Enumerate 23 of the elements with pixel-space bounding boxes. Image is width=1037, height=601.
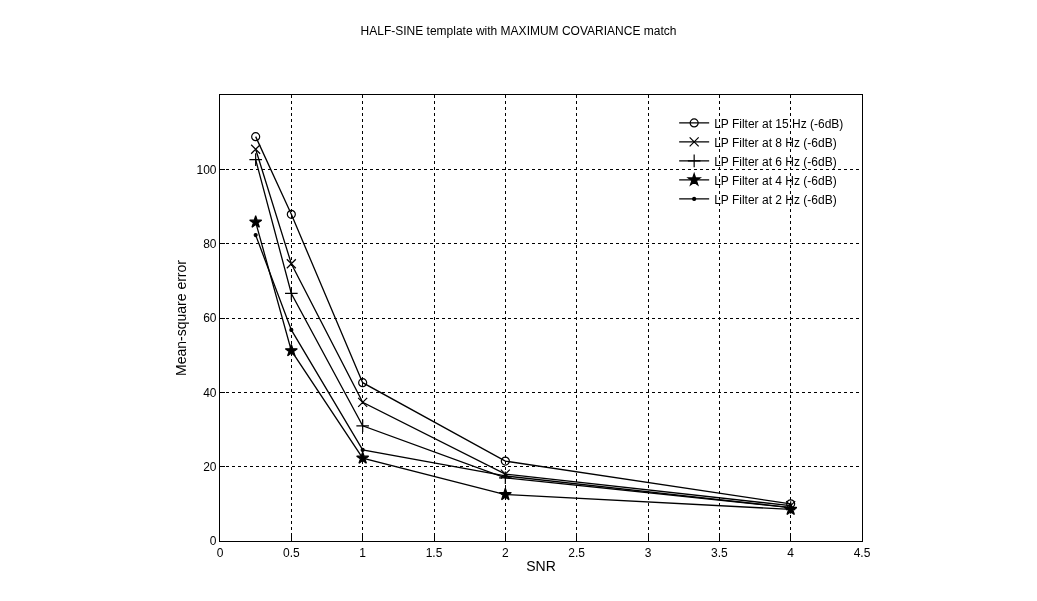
y-tick-label: 20 <box>203 459 217 474</box>
y-tick-label: 100 <box>196 162 217 177</box>
x-tick-label: 4.5 <box>853 545 871 560</box>
legend-label: LP Filter at 8 Hz (-6dB) <box>714 135 837 150</box>
x-tick-label: 3.5 <box>710 545 728 560</box>
legend-label: LP Filter at 15 Hz (-6dB) <box>714 116 844 131</box>
legend-label: LP Filter at 2 Hz (-6dB) <box>714 192 837 207</box>
legend-label: LP Filter at 4 Hz (-6dB) <box>714 173 837 188</box>
x-tick-label: 2 <box>501 545 509 560</box>
legend-label: LP Filter at 6 Hz (-6dB) <box>714 154 837 169</box>
x-axis-title: SNR <box>526 557 556 574</box>
x-tick-label: 1 <box>359 545 367 560</box>
x-tick-label: 4 <box>787 545 795 560</box>
x-tick-label: 3 <box>644 545 652 560</box>
chart-title: HALF-SINE template with MAXIMUM COVARIANCE match <box>360 24 677 39</box>
y-tick-label: 0 <box>209 534 217 549</box>
y-tick-label: 60 <box>203 311 217 326</box>
y-tick-label: 40 <box>203 385 217 400</box>
y-tick-label: 80 <box>203 236 217 251</box>
x-tick-label: 0.5 <box>282 545 300 560</box>
y-axis-title: Mean-square error <box>173 259 190 376</box>
x-tick-label: 1.5 <box>425 545 443 560</box>
x-tick-label: 2.5 <box>568 545 586 560</box>
